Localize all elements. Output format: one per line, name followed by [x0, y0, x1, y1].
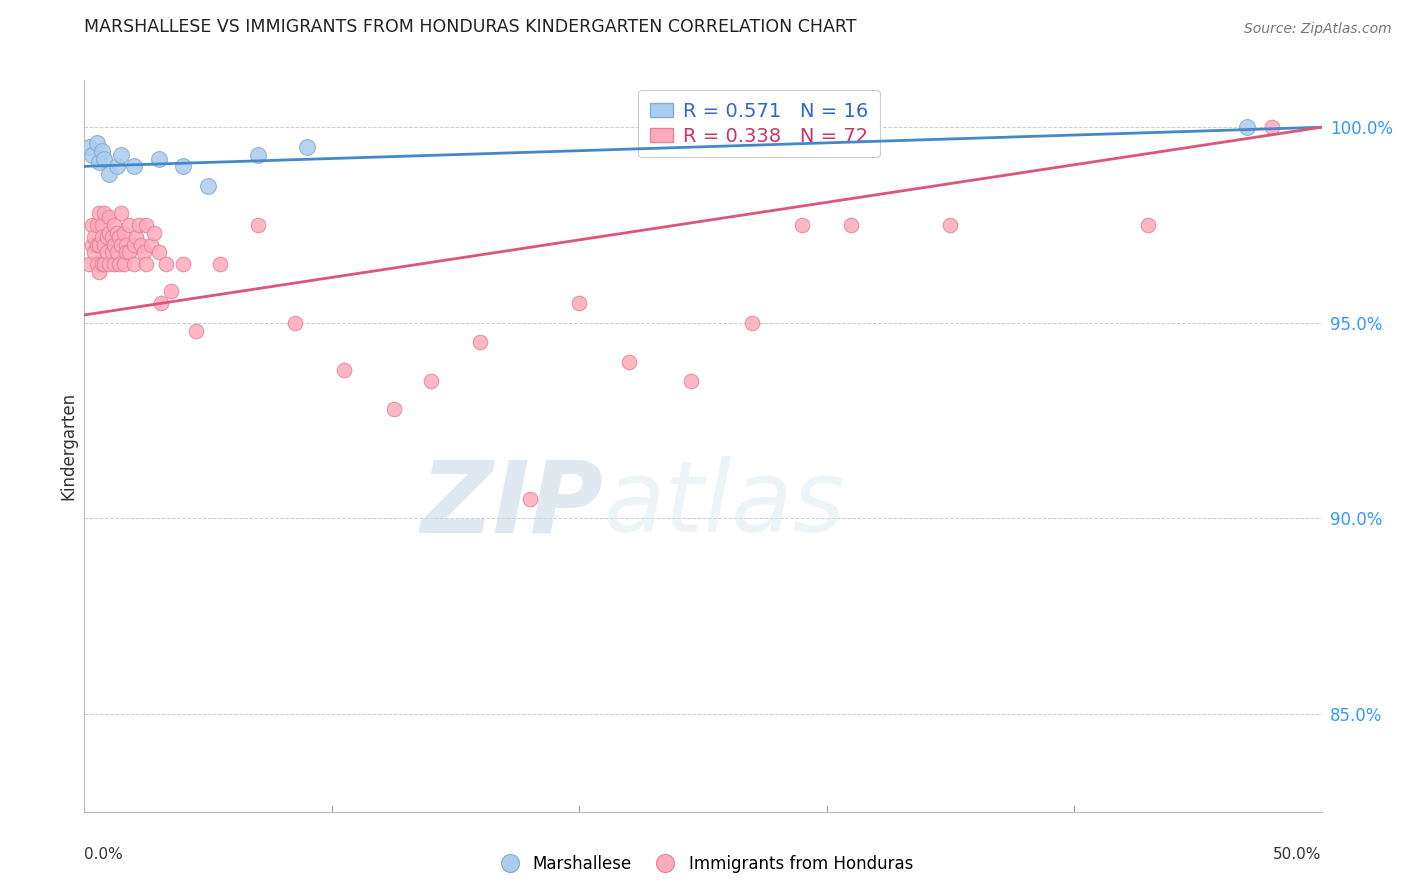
Point [93, 257, 115, 271]
Point [83, 229, 105, 244]
Point [86, 257, 108, 271]
Point [519, 491, 541, 506]
Point [284, 316, 307, 330]
Point [86, 218, 108, 232]
Legend: Marshallese, Immigrants from Honduras: Marshallese, Immigrants from Honduras [486, 848, 920, 880]
Point [89, 237, 111, 252]
Point [110, 206, 132, 220]
Point [141, 237, 163, 252]
Point [108, 229, 131, 244]
Point [1261, 120, 1284, 135]
Point [93, 152, 115, 166]
Point [939, 218, 962, 232]
Point [105, 245, 128, 260]
Point [209, 257, 232, 271]
Point [79, 257, 101, 271]
Text: ZIP: ZIP [420, 456, 605, 553]
Point [80, 218, 103, 232]
Point [115, 245, 138, 260]
Point [110, 237, 132, 252]
Point [172, 257, 194, 271]
Point [103, 257, 125, 271]
Point [129, 237, 152, 252]
Point [184, 324, 207, 338]
Y-axis label: Kindergarten: Kindergarten [59, 392, 77, 500]
Point [80, 147, 103, 161]
Point [382, 401, 405, 416]
Point [679, 375, 702, 389]
Text: 0.0%: 0.0% [84, 847, 124, 863]
Point [148, 245, 170, 260]
Point [150, 296, 173, 310]
Point [96, 245, 118, 260]
Point [132, 245, 155, 260]
Point [90, 144, 112, 158]
Point [790, 218, 813, 232]
Point [108, 257, 131, 271]
Point [79, 140, 101, 154]
Point [617, 355, 640, 369]
Point [128, 218, 150, 232]
Point [86, 237, 108, 252]
Point [100, 229, 122, 244]
Point [142, 226, 165, 240]
Point [83, 245, 105, 260]
Point [89, 206, 111, 220]
Point [103, 218, 125, 232]
Point [741, 316, 763, 330]
Point [118, 218, 141, 232]
Point [122, 237, 145, 252]
Point [105, 226, 128, 240]
Point [568, 296, 591, 310]
Point [148, 152, 170, 166]
Point [90, 218, 112, 232]
Point [103, 237, 125, 252]
Point [135, 257, 157, 271]
Point [135, 218, 157, 232]
Point [1236, 120, 1258, 135]
Point [98, 257, 121, 271]
Text: atlas: atlas [605, 456, 845, 553]
Point [98, 226, 121, 240]
Point [160, 285, 183, 299]
Point [115, 237, 138, 252]
Point [172, 159, 194, 173]
Point [80, 237, 103, 252]
Legend: R = 0.571   N = 16, R = 0.338   N = 72: R = 0.571 N = 16, R = 0.338 N = 72 [638, 90, 880, 157]
Point [98, 167, 121, 181]
Point [110, 147, 132, 161]
Text: 50.0%: 50.0% [1274, 847, 1322, 863]
Point [155, 257, 177, 271]
Point [89, 265, 111, 279]
Text: Source: ZipAtlas.com: Source: ZipAtlas.com [1244, 21, 1392, 36]
Point [98, 210, 121, 224]
Point [118, 245, 141, 260]
Point [419, 375, 441, 389]
Point [105, 159, 128, 173]
Point [96, 229, 118, 244]
Point [122, 257, 145, 271]
Point [295, 140, 318, 154]
Point [112, 257, 135, 271]
Point [197, 178, 219, 193]
Point [470, 335, 492, 350]
Point [246, 218, 269, 232]
Point [86, 136, 108, 150]
Point [100, 245, 122, 260]
Point [93, 206, 115, 220]
Point [125, 229, 148, 244]
Point [90, 229, 112, 244]
Point [1137, 218, 1160, 232]
Point [112, 226, 135, 240]
Point [93, 237, 115, 252]
Point [246, 147, 269, 161]
Point [841, 218, 863, 232]
Point [89, 155, 111, 169]
Point [122, 159, 145, 173]
Point [333, 362, 356, 376]
Point [90, 257, 112, 271]
Text: MARSHALLESE VS IMMIGRANTS FROM HONDURAS KINDERGARTEN CORRELATION CHART: MARSHALLESE VS IMMIGRANTS FROM HONDURAS … [84, 18, 856, 36]
